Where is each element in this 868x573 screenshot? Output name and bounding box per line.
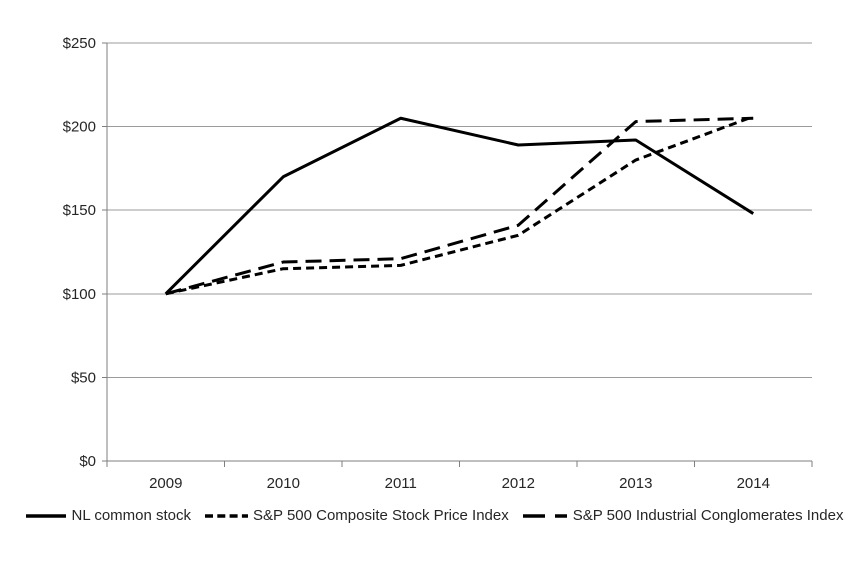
y-axis-label: $250 — [63, 35, 96, 52]
y-axis-label: $0 — [79, 453, 96, 470]
axes — [102, 43, 812, 466]
legend-label: S&P 500 Composite Stock Price Index — [253, 507, 509, 524]
y-axis-label: $200 — [63, 119, 96, 136]
solid-line-swatch-icon — [25, 514, 66, 518]
legend-item-sp500-industrial-conglomerates: S&P 500 Industrial Conglomerates Index — [522, 505, 844, 527]
y-axis-label: $100 — [63, 286, 96, 303]
axis-ticks — [102, 42, 813, 467]
series-line-long-dash — [165, 116, 754, 296]
chart-legend: NL common stock S&P 500 Composite Stock … — [0, 505, 868, 527]
y-axis-label: $50 — [71, 369, 96, 386]
legend-label: NL common stock — [71, 507, 192, 524]
y-axis-label: $150 — [63, 202, 96, 219]
x-axis-label: 2009 — [149, 475, 182, 492]
series-lines — [164, 115, 755, 296]
x-axis-label: 2011 — [385, 475, 417, 492]
series-line-solid — [164, 116, 755, 295]
x-axis-label: 2014 — [737, 475, 770, 492]
axis-labels: $0 $50 $100 $150 $200 $250 2009 2010 2011 2012 201… — [63, 35, 770, 492]
x-axis-label: 2010 — [267, 475, 300, 492]
legend-label: S&P 500 Industrial Conglomerates Index — [572, 507, 844, 524]
gridlines — [107, 42, 812, 378]
x-axis-label: 2012 — [502, 475, 535, 492]
legend-item-sp500-composite: S&P 500 Composite Stock Price Index — [204, 505, 509, 527]
long-dash-line-swatch-icon — [522, 514, 567, 518]
x-axis-label: 2013 — [619, 475, 652, 492]
short-dash-line-swatch-icon — [205, 514, 249, 518]
legend-item-nl-common-stock: NL common stock — [25, 505, 191, 527]
